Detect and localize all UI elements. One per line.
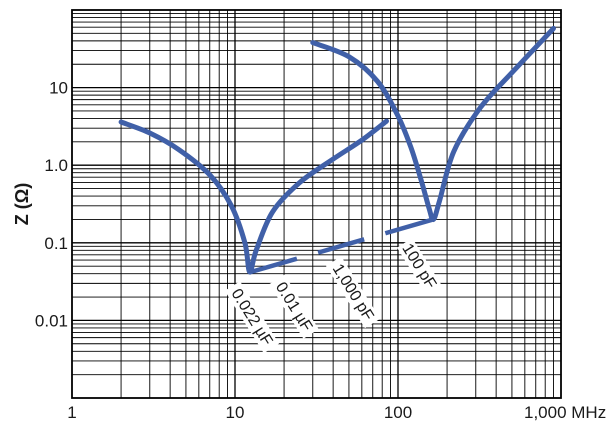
annotation-background (224, 281, 280, 354)
series-line-1 (118, 118, 389, 275)
plot-frame (71, 9, 562, 399)
x-tick-label: 100 (384, 403, 412, 421)
annotation-background (269, 274, 319, 339)
series-group (118, 25, 556, 275)
x-tick-label: 10 (226, 403, 245, 421)
grid (72, 10, 561, 398)
y-axis-title: Z (Ω) (12, 183, 32, 225)
y-tick-label: 10 (49, 79, 68, 98)
annotation-2: 0.01 µF (269, 274, 319, 339)
y-tick-label: 0.1 (44, 234, 68, 253)
x-tick-label: 1,000 MHz (524, 403, 606, 421)
annotation-3: 1,000 pF (325, 256, 381, 329)
annotation-background (396, 238, 442, 295)
annotation-label: 0.01 µF (272, 279, 315, 334)
y-tick-label: 1.0 (44, 156, 68, 175)
series-line-2 (310, 25, 556, 223)
series-line-3 (250, 217, 435, 275)
tick-labels: 1 10 100 1,000 MHz 0.01 0.1 1.0 10 (35, 79, 606, 421)
annotation-1: 0.022 µF (224, 281, 280, 354)
x-tick-label: 1 (67, 403, 76, 421)
annotation-label: 1,000 pF (329, 261, 377, 324)
annotation-background (325, 256, 381, 329)
y-tick-label: 0.01 (35, 311, 68, 330)
